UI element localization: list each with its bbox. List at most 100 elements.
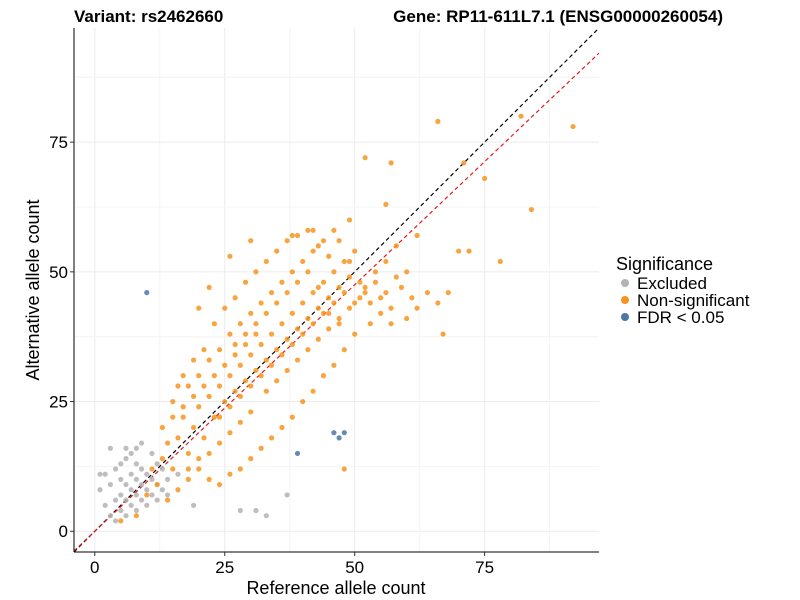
data-point bbox=[175, 471, 181, 477]
data-point bbox=[164, 497, 171, 503]
data-point bbox=[466, 248, 472, 254]
data-point bbox=[352, 331, 358, 337]
data-point bbox=[180, 414, 186, 420]
data-point bbox=[242, 331, 249, 337]
data-point bbox=[149, 466, 155, 472]
data-point bbox=[393, 243, 399, 249]
data-point bbox=[320, 310, 327, 316]
data-point bbox=[123, 456, 129, 462]
x-axis-ticks: 0 25 50 75 bbox=[90, 552, 494, 577]
data-point bbox=[268, 435, 275, 441]
data-point bbox=[320, 373, 327, 379]
data-point bbox=[284, 367, 290, 374]
data-point bbox=[497, 258, 503, 265]
data-point bbox=[263, 357, 269, 363]
data-point bbox=[107, 481, 113, 488]
x-tick-label: 0 bbox=[90, 558, 99, 577]
legend-label-non-significant: Non-significant bbox=[637, 291, 750, 310]
data-point bbox=[190, 393, 197, 399]
data-point bbox=[123, 497, 129, 503]
data-point bbox=[201, 347, 207, 353]
data-point bbox=[216, 481, 223, 488]
data-point bbox=[138, 481, 145, 488]
data-point bbox=[112, 518, 119, 524]
data-point bbox=[227, 404, 233, 410]
data-point bbox=[118, 518, 124, 524]
data-point bbox=[138, 497, 145, 503]
reference-line-fit bbox=[74, 52, 599, 552]
data-point bbox=[222, 305, 228, 311]
data-point bbox=[362, 289, 368, 296]
data-point bbox=[237, 393, 243, 399]
data-point bbox=[216, 347, 223, 353]
data-point bbox=[294, 232, 301, 239]
data-point bbox=[305, 315, 311, 322]
data-point bbox=[284, 492, 290, 498]
data-point bbox=[284, 336, 290, 342]
data-point bbox=[118, 492, 124, 498]
data-point bbox=[279, 321, 285, 327]
reference-lines bbox=[74, 28, 599, 552]
data-point bbox=[268, 362, 275, 368]
data-point bbox=[175, 383, 181, 389]
data-point bbox=[263, 388, 269, 394]
data-point bbox=[196, 305, 202, 311]
data-point bbox=[336, 435, 342, 441]
data-point bbox=[570, 123, 576, 130]
data-point bbox=[175, 435, 181, 441]
data-point bbox=[133, 461, 139, 467]
chart-title-left: Variant: rs2462660 bbox=[74, 7, 223, 26]
data-point bbox=[398, 284, 405, 291]
data-point bbox=[326, 310, 332, 316]
y-tick-label: 25 bbox=[49, 393, 68, 412]
data-point bbox=[289, 414, 295, 420]
data-point bbox=[149, 476, 155, 482]
data-point bbox=[289, 269, 295, 275]
data-point bbox=[227, 373, 233, 379]
data-point bbox=[216, 414, 223, 420]
data-point bbox=[258, 373, 264, 379]
data-point bbox=[326, 326, 332, 332]
data-point bbox=[268, 289, 275, 296]
data-point bbox=[336, 321, 342, 327]
data-point bbox=[378, 295, 384, 301]
data-point bbox=[237, 507, 243, 514]
data-point bbox=[196, 466, 202, 472]
data-point bbox=[97, 471, 103, 477]
data-point bbox=[253, 367, 259, 374]
data-point bbox=[274, 347, 280, 353]
data-point bbox=[253, 331, 259, 337]
data-point bbox=[159, 456, 165, 462]
data-point bbox=[284, 238, 290, 244]
data-point bbox=[227, 430, 233, 436]
data-point bbox=[378, 310, 384, 316]
legend-title: Significance bbox=[616, 254, 713, 274]
data-point bbox=[294, 279, 301, 285]
data-point bbox=[206, 357, 212, 363]
data-point bbox=[97, 487, 103, 493]
data-point bbox=[232, 341, 238, 348]
data-point bbox=[118, 461, 124, 467]
x-tick-label: 50 bbox=[345, 558, 364, 577]
data-point bbox=[180, 373, 186, 379]
data-point bbox=[274, 248, 280, 254]
data-point bbox=[180, 404, 186, 410]
data-point bbox=[159, 487, 165, 493]
data-point bbox=[341, 466, 347, 472]
legend-label-excluded: Excluded bbox=[637, 274, 707, 293]
data-point bbox=[211, 373, 217, 379]
data-point bbox=[206, 393, 212, 399]
data-point bbox=[206, 284, 212, 291]
data-point bbox=[107, 513, 113, 519]
data-point bbox=[170, 398, 176, 405]
data-point bbox=[128, 487, 134, 493]
reference-line-identity bbox=[74, 28, 599, 552]
data-point bbox=[206, 450, 212, 457]
data-point bbox=[341, 289, 347, 296]
y-tick-label: 50 bbox=[49, 263, 68, 282]
data-point bbox=[242, 378, 249, 384]
data-point bbox=[154, 497, 160, 503]
data-point bbox=[294, 357, 301, 363]
y-tick-label: 0 bbox=[59, 522, 68, 541]
